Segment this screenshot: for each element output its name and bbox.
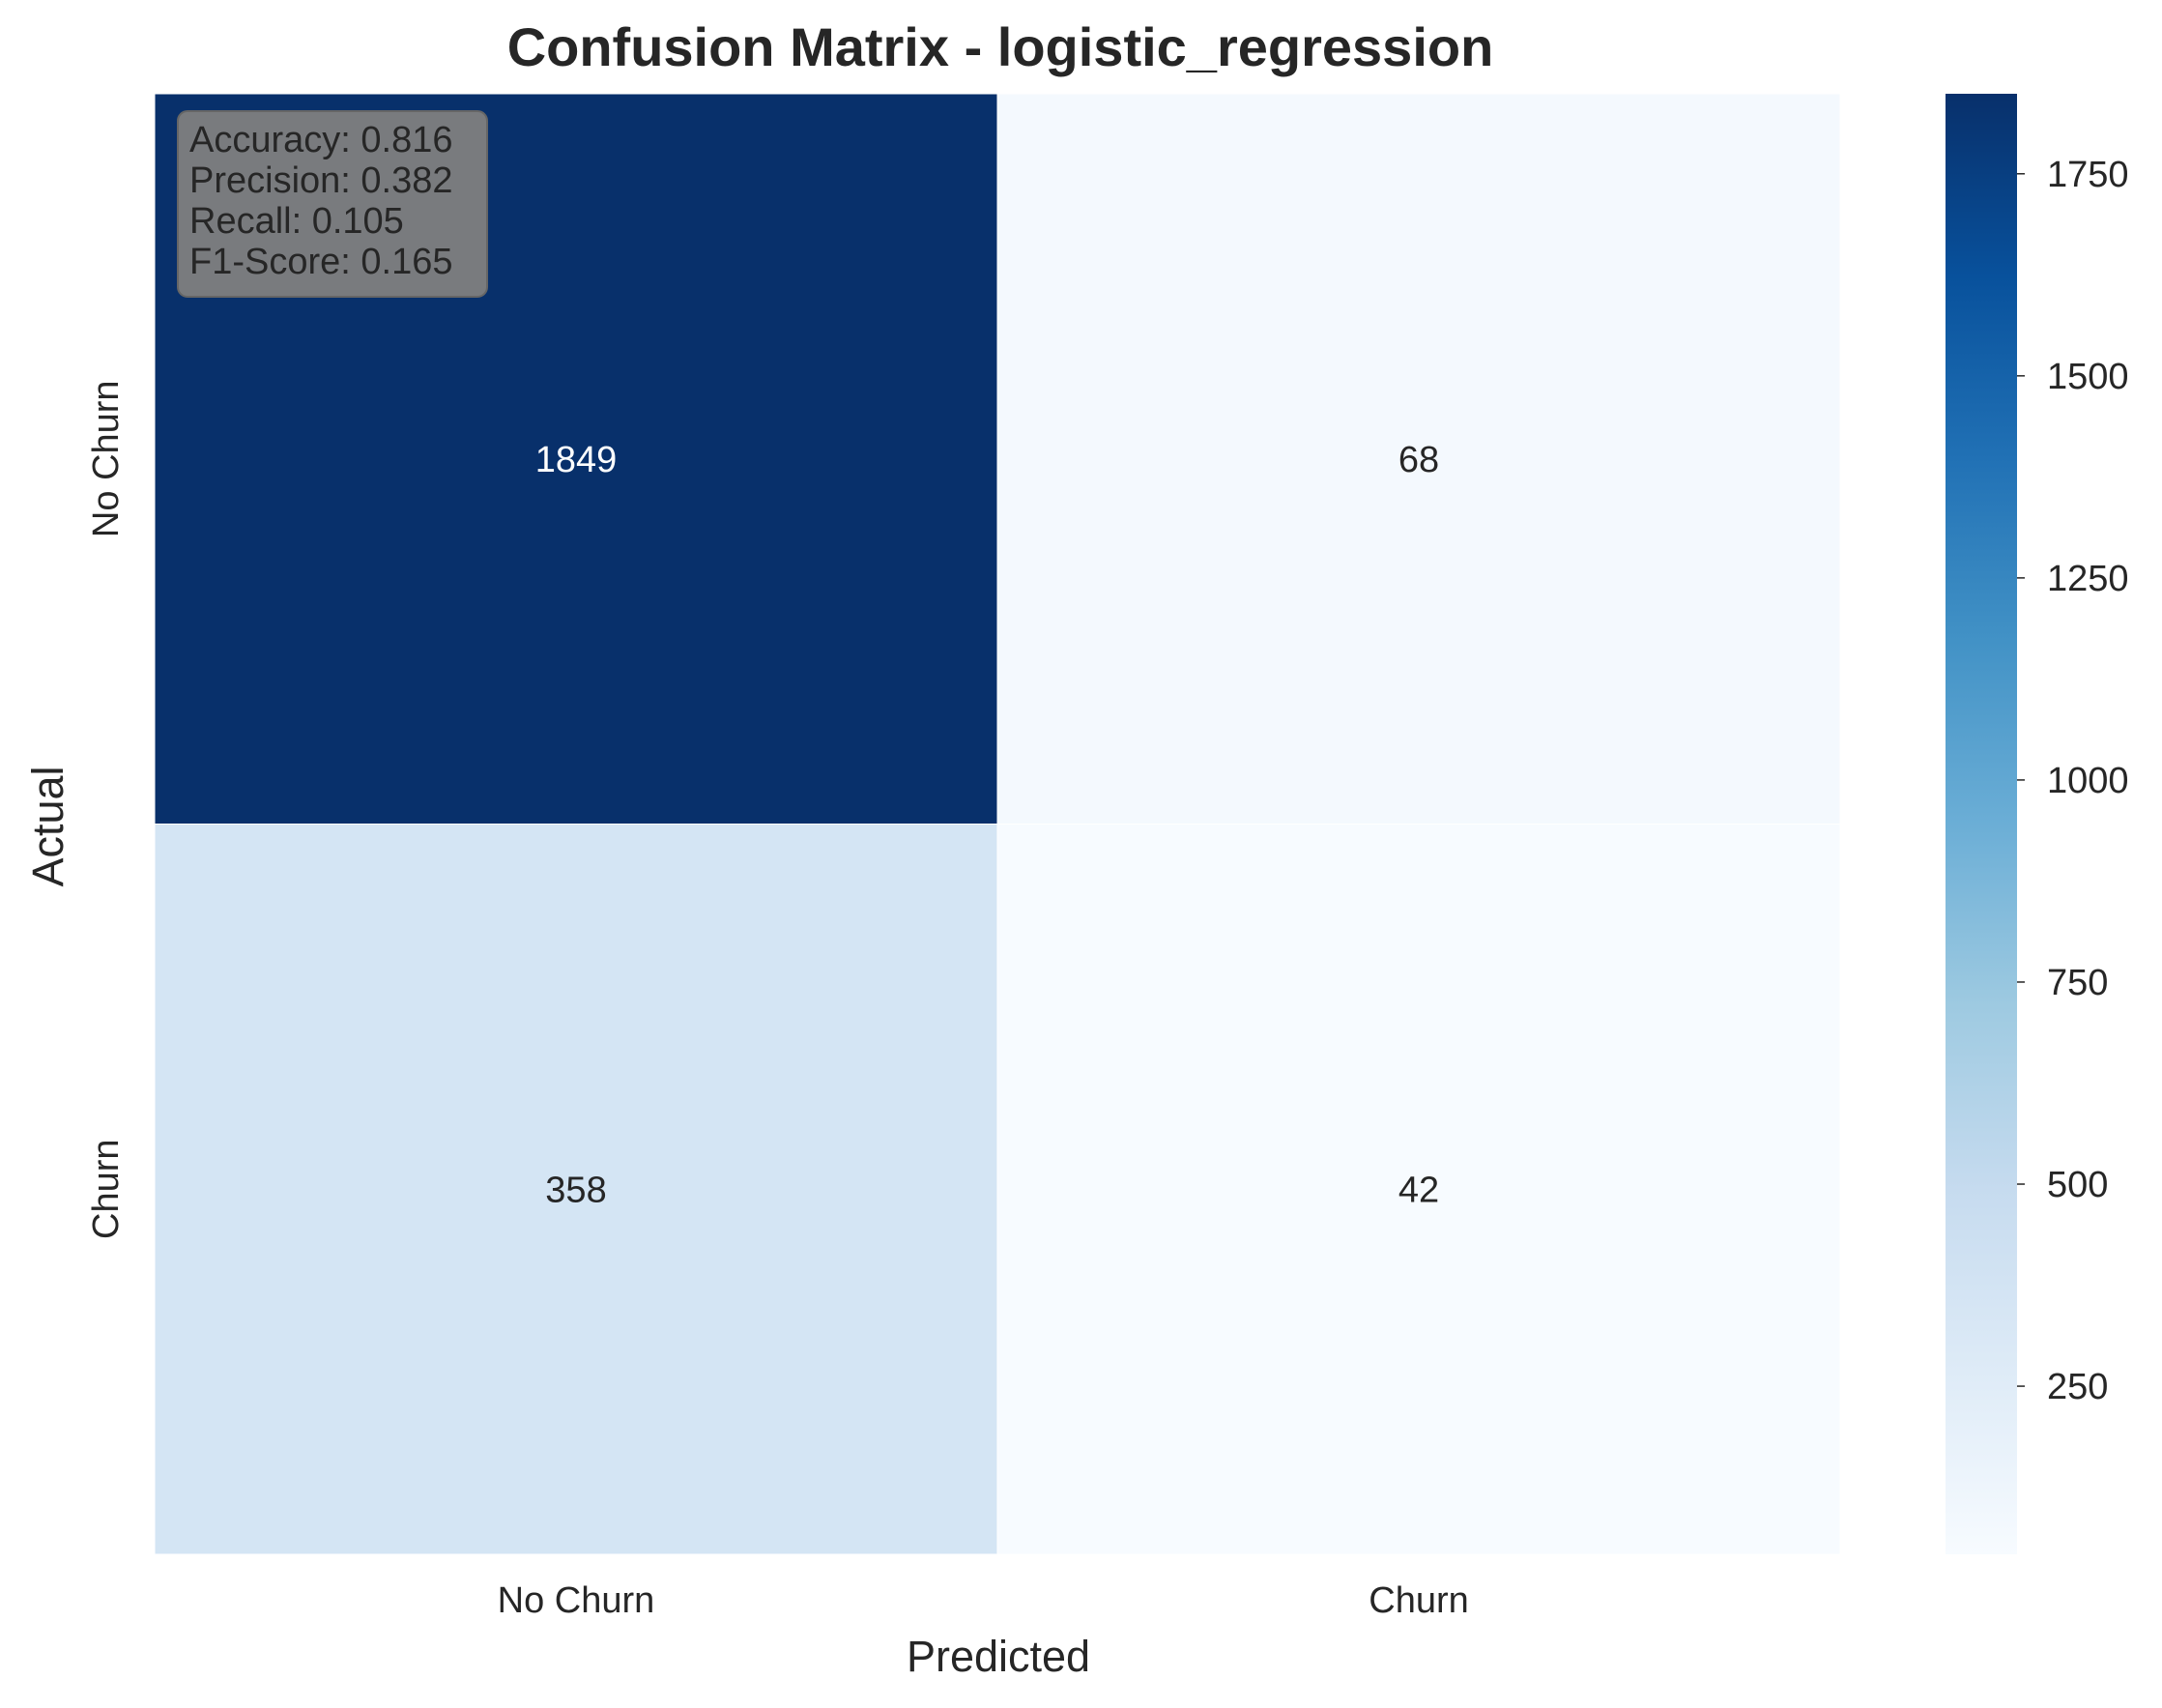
colorbar-tick-label: 1500	[2047, 357, 2129, 397]
colorbar: 250 500 750 1000 1250 1500 1750	[1946, 94, 2129, 1554]
heatmap-cell-labels: 1849 68 358 42	[535, 440, 1439, 1211]
x-tick-label: Churn	[1369, 1580, 1469, 1621]
metrics-box-background	[177, 110, 488, 298]
colorbar-tick-label: 750	[2047, 963, 2108, 1003]
metrics-line: F1-Score: 0.165	[189, 242, 452, 282]
cell-value-r0-c1: 68	[1398, 440, 1439, 480]
colorbar-tick-label: 1750	[2047, 155, 2129, 195]
y-tick-label: No Churn	[86, 380, 127, 537]
heatmap-cell-r0-c1	[996, 93, 1841, 825]
heatmap-cells	[154, 93, 1841, 1555]
x-tick-labels: No Churn Churn	[498, 1580, 1469, 1621]
y-tick-label: Churn	[86, 1140, 127, 1240]
colorbar-tick-label: 250	[2047, 1367, 2108, 1407]
metrics-line: Recall: 0.105	[189, 201, 404, 242]
chart-title: Confusion Matrix - logistic_regression	[507, 16, 1494, 77]
colorbar-gradient	[1946, 94, 2017, 1554]
metrics-line: Accuracy: 0.816	[189, 120, 452, 160]
cell-value-r1-c1: 42	[1398, 1170, 1439, 1210]
x-tick-label: No Churn	[498, 1580, 655, 1621]
heatmap-cell-r1-c0	[154, 824, 998, 1555]
heatmap-cell-r1-c1	[996, 824, 1841, 1555]
y-axis-label: Actual	[23, 766, 72, 886]
colorbar-tick-label: 1250	[2047, 559, 2129, 599]
y-tick-labels: No Churn Churn	[86, 380, 127, 1239]
metrics-line: Precision: 0.382	[189, 160, 453, 201]
colorbar-tick-label: 1000	[2047, 761, 2129, 801]
x-axis-label: Predicted	[907, 1632, 1090, 1681]
cell-value-r0-c0: 1849	[535, 440, 618, 480]
cell-value-r1-c0: 358	[545, 1170, 606, 1210]
colorbar-tick-label: 500	[2047, 1165, 2108, 1205]
